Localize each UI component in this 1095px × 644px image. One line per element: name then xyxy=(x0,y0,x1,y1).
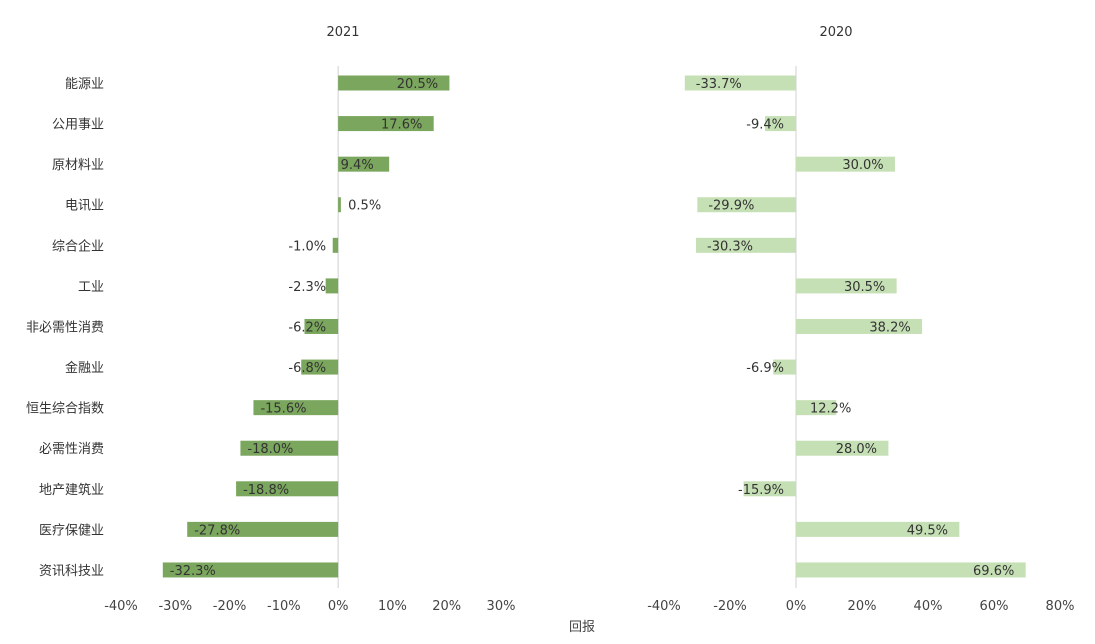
bar xyxy=(796,521,960,537)
data-label: -27.8% xyxy=(194,523,240,538)
data-label: -18.0% xyxy=(247,442,293,457)
category-label: 地产建筑业 xyxy=(39,482,104,498)
tick-label: 60% xyxy=(980,599,1009,614)
tick-label: -30% xyxy=(158,599,192,614)
category-label: 电讯业 xyxy=(65,199,104,214)
data-label: 9.4% xyxy=(341,158,374,173)
bar xyxy=(796,278,897,294)
tick-label: 10% xyxy=(378,599,407,614)
tick-label: -20% xyxy=(213,599,247,614)
bar xyxy=(684,75,796,91)
data-label: -1.0% xyxy=(288,239,326,254)
category-label: 公用事业 xyxy=(52,118,104,133)
data-label: 12.2% xyxy=(810,402,851,417)
category-label: 医疗保健业 xyxy=(39,523,104,538)
bar xyxy=(796,156,895,172)
panel-title-2021: 2021 xyxy=(326,25,359,40)
tick-label: 0% xyxy=(786,599,807,614)
data-label: -30.3% xyxy=(707,239,753,254)
data-label: -15.6% xyxy=(260,402,306,417)
category-label: 综合企业 xyxy=(52,238,104,254)
bar xyxy=(796,318,923,334)
bar xyxy=(696,237,796,253)
tick-label: 30% xyxy=(487,599,516,614)
data-label: -2.3% xyxy=(288,280,326,295)
category-label: 恒生综合指数 xyxy=(26,402,104,417)
panel-2021: 20.5% 17.6% 9.4% 0.5% -1.0% -2.3% -6.2% -6.8% -1… xyxy=(104,66,515,614)
tick-label: 20% xyxy=(848,599,877,614)
bar xyxy=(332,237,339,253)
bar xyxy=(253,400,339,416)
x-axis-title: 回报 xyxy=(569,620,595,635)
bar xyxy=(338,116,434,132)
category-label: 工业 xyxy=(78,280,104,295)
bar xyxy=(764,116,796,132)
bar xyxy=(236,481,339,497)
data-label: 30.5% xyxy=(844,280,885,295)
bar xyxy=(697,197,796,213)
data-label: -33.7% xyxy=(696,77,742,92)
category-label: 非必需性消费 xyxy=(26,320,104,335)
data-label: 17.6% xyxy=(381,118,422,133)
panel-2020: -33.7% -9.4% 30.0% -29.9% -30.3% 30.5% 38.2% -6… xyxy=(647,66,1074,614)
bar xyxy=(325,278,339,294)
data-label: -18.8% xyxy=(243,483,289,498)
bar xyxy=(796,562,1026,578)
bar xyxy=(796,440,889,456)
category-label: 原材料业 xyxy=(52,158,104,173)
data-label: 28.0% xyxy=(836,442,877,457)
bar xyxy=(743,481,796,497)
bar xyxy=(796,400,837,416)
tick-label: -20% xyxy=(713,599,747,614)
bar xyxy=(338,156,390,172)
category-label: 金融业 xyxy=(65,360,104,376)
category-label: 资讯科技业 xyxy=(39,564,104,579)
bar xyxy=(304,318,339,334)
data-label: -9.4% xyxy=(746,118,784,133)
bar xyxy=(187,521,339,537)
category-labels: 能源业公用事业原材料业电讯业综合企业工业非必需性消费金融业恒生综合指数必需性消费… xyxy=(26,77,104,579)
data-label: -6.2% xyxy=(288,320,326,335)
bar xyxy=(773,359,796,375)
tick-label: -10% xyxy=(267,599,301,614)
tick-label: 40% xyxy=(914,599,943,614)
tick-label: -40% xyxy=(647,599,681,614)
tick-label: 80% xyxy=(1046,599,1075,614)
data-label: -32.3% xyxy=(170,564,216,579)
data-label: 20.5% xyxy=(397,77,438,92)
bar xyxy=(240,440,339,456)
data-label: -6.9% xyxy=(746,361,784,376)
data-label: 38.2% xyxy=(869,320,910,335)
panel-title-2020: 2020 xyxy=(819,25,852,40)
tick-label: 0% xyxy=(328,599,349,614)
bar xyxy=(301,359,339,375)
bar xyxy=(338,197,341,213)
tick-label: 20% xyxy=(432,599,461,614)
data-label: 69.6% xyxy=(973,564,1014,579)
tick-label: -40% xyxy=(104,599,138,614)
bar xyxy=(162,562,339,578)
data-label: 30.0% xyxy=(842,158,883,173)
data-label: 49.5% xyxy=(907,523,948,538)
bar xyxy=(338,75,450,91)
category-label: 必需性消费 xyxy=(39,442,104,457)
data-label: -6.8% xyxy=(288,361,326,376)
category-label: 能源业 xyxy=(65,77,104,92)
data-label: 0.5% xyxy=(348,199,381,214)
data-label: -15.9% xyxy=(738,483,784,498)
data-label: -29.9% xyxy=(708,199,754,214)
